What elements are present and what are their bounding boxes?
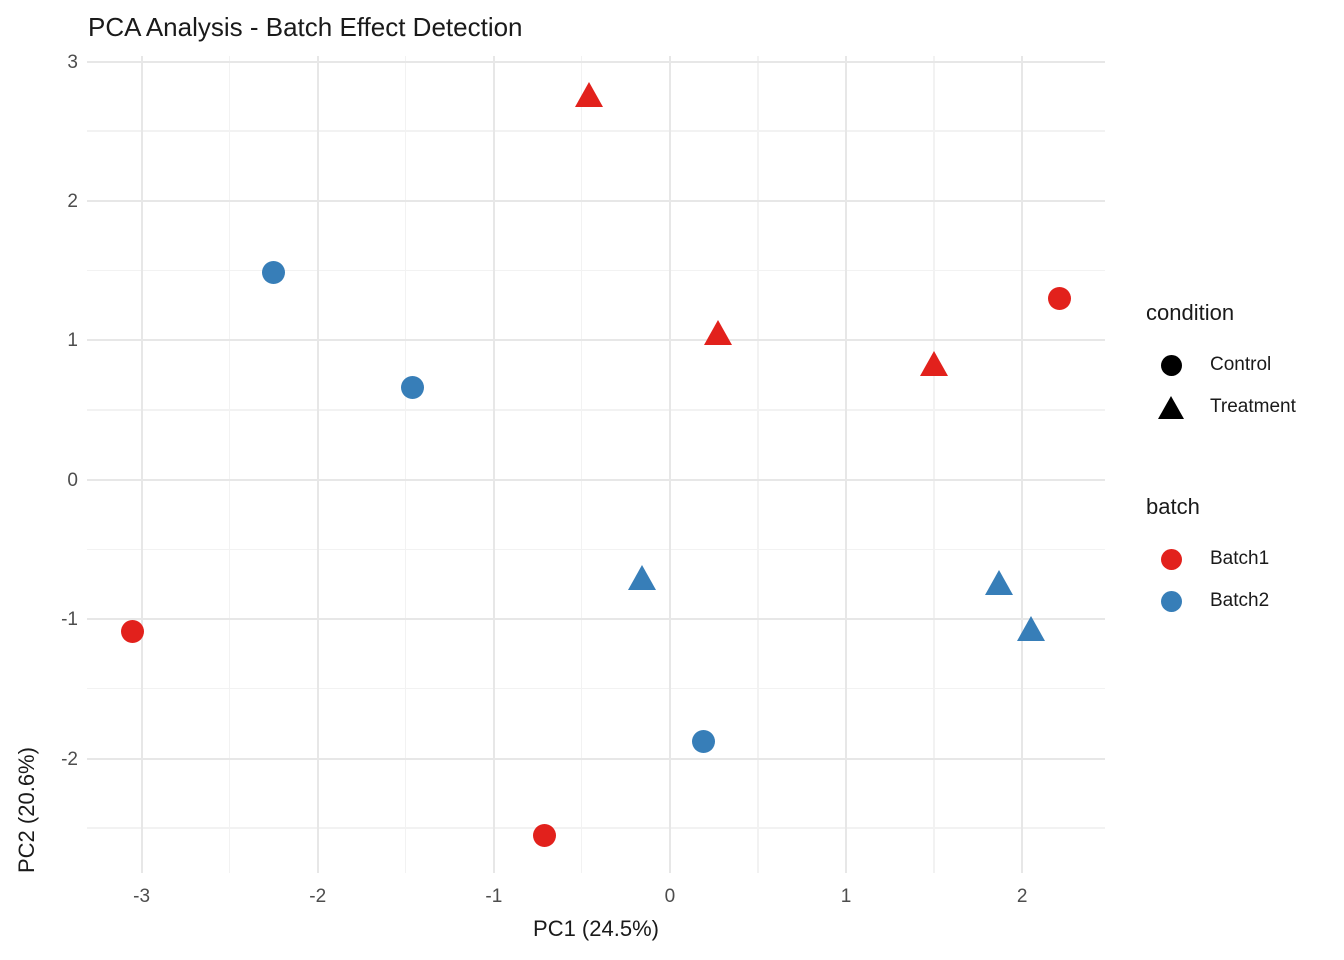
x-gridline-major bbox=[1021, 56, 1024, 873]
y-gridline-major bbox=[87, 757, 1105, 760]
x-tick-label: -3 bbox=[133, 886, 151, 907]
y-gridline-minor bbox=[87, 687, 1105, 690]
legend-item-label: Batch1 bbox=[1210, 548, 1270, 569]
x-gridline-major bbox=[845, 56, 848, 873]
data-point-batch1-control bbox=[533, 823, 557, 847]
y-gridline-minor bbox=[87, 130, 1105, 132]
circle-marker-glyph bbox=[1160, 354, 1182, 376]
data-point-batch2-treatment bbox=[627, 565, 656, 591]
data-point-batch2-treatment bbox=[1017, 615, 1046, 641]
x-gridline-major bbox=[668, 56, 671, 873]
data-point-batch1-treatment bbox=[703, 319, 732, 345]
legend-item-treatment: Treatment bbox=[1146, 386, 1342, 428]
circle-marker-glyph bbox=[1160, 548, 1182, 570]
plot-title: PCA Analysis - Batch Effect Detection bbox=[88, 12, 523, 42]
legend-group-condition: condition Control Treatment bbox=[1146, 300, 1342, 428]
triangle-marker-icon bbox=[1146, 395, 1196, 419]
x-gridline-major bbox=[140, 56, 143, 873]
x-gridline-major bbox=[492, 56, 495, 873]
x-gridline-minor bbox=[580, 56, 583, 873]
data-point-batch1-control bbox=[1047, 287, 1071, 311]
data-point-batch1-control bbox=[121, 620, 145, 644]
y-tick-label: 3 bbox=[67, 51, 78, 73]
y-tick-label: 0 bbox=[67, 469, 78, 491]
x-tick-label: 2 bbox=[1016, 886, 1028, 907]
data-point-batch2-control bbox=[401, 376, 425, 400]
data-point-batch2-control bbox=[691, 730, 715, 754]
y-gridline-minor bbox=[87, 269, 1105, 272]
circle-marker-icon bbox=[1146, 354, 1196, 376]
y-gridline-major bbox=[87, 199, 1105, 202]
x-gridline-minor bbox=[228, 56, 231, 873]
legend-item-batch1: Batch1 bbox=[1146, 538, 1342, 580]
y-tick-label: 2 bbox=[67, 190, 78, 212]
x-tick-label: 0 bbox=[664, 886, 676, 907]
data-point-batch2-control bbox=[262, 260, 286, 284]
legend-item-label: Batch2 bbox=[1210, 590, 1270, 611]
y-gridline-major bbox=[87, 339, 1105, 342]
x-gridline-major bbox=[316, 56, 319, 873]
circle-marker-icon bbox=[1146, 548, 1196, 570]
y-gridline-minor bbox=[87, 409, 1105, 411]
legend-item-label: Control bbox=[1210, 354, 1272, 375]
legend-item-batch2: Batch2 bbox=[1146, 580, 1342, 622]
y-gridline-minor bbox=[87, 548, 1105, 551]
legend-items-batch: Batch1 Batch2 bbox=[1146, 538, 1342, 622]
x-gridline-minor bbox=[933, 56, 935, 873]
legend-title-batch: batch bbox=[1146, 494, 1200, 519]
y-gridline-minor bbox=[87, 827, 1105, 829]
legend-items-condition: Control Treatment bbox=[1146, 344, 1342, 428]
data-point-batch2-treatment bbox=[985, 569, 1014, 595]
y-gridline-major bbox=[87, 478, 1105, 481]
y-axis-title: PC2 (20.6%) bbox=[14, 747, 39, 873]
legend: condition Control Treatment batch Batch1 B… bbox=[1146, 300, 1342, 622]
data-point-batch1-treatment bbox=[574, 81, 603, 107]
circle-marker-glyph bbox=[1160, 590, 1182, 612]
x-tick-label: 1 bbox=[840, 886, 852, 907]
legend-title-condition: condition bbox=[1146, 300, 1235, 325]
y-gridline-major bbox=[87, 618, 1105, 621]
y-tick-label: -2 bbox=[61, 748, 78, 770]
legend-group-batch: batch Batch1 Batch2 bbox=[1146, 494, 1342, 622]
legend-item-label: Treatment bbox=[1210, 396, 1296, 417]
x-axis-title: PC1 (24.5%) bbox=[533, 916, 659, 941]
data-point-batch1-treatment bbox=[920, 350, 949, 376]
triangle-marker-glyph bbox=[1158, 395, 1184, 419]
x-tick-label: -1 bbox=[485, 886, 503, 907]
x-gridline-minor bbox=[757, 56, 759, 873]
y-gridline-major bbox=[87, 60, 1105, 63]
x-gridline-minor bbox=[404, 56, 407, 873]
circle-marker-icon bbox=[1146, 590, 1196, 612]
legend-item-control: Control bbox=[1146, 344, 1342, 386]
x-tick-label: -2 bbox=[309, 886, 327, 907]
y-tick-label: -1 bbox=[61, 609, 78, 631]
y-tick-label: 1 bbox=[67, 330, 78, 352]
plot-panel bbox=[87, 56, 1105, 873]
